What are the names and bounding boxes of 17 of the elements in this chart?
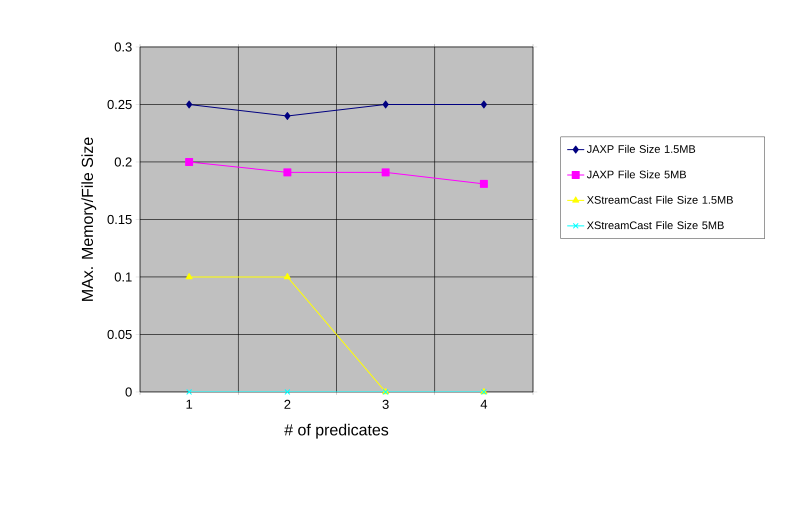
y-axis-title: MAx. Memory/File Size — [81, 138, 96, 301]
x-tick-label: 1 — [186, 400, 192, 409]
legend-label: JAXP File Size 5MB — [586, 170, 686, 178]
y-tick-label: 0.3 — [114, 42, 132, 52]
legend-label: XStreamCast File Size 1.5MB — [586, 196, 733, 204]
y-tick-label: 0.15 — [108, 214, 132, 224]
y-tick-label: 0.1 — [114, 272, 132, 282]
y-tick-label: 0.25 — [108, 100, 132, 110]
legend-label: JAXP File Size 1.5MB — [586, 144, 696, 153]
y-tick-label: 0.2 — [114, 157, 132, 167]
x-axis-title: # of predicates — [284, 424, 388, 439]
x-tick-label: 4 — [480, 400, 488, 409]
x-tick-label: 2 — [284, 400, 290, 409]
x-tick-label: 3 — [382, 400, 389, 409]
legend-label: XStreamCast File Size 5MB — [586, 221, 724, 230]
y-tick-label: 0 — [126, 387, 132, 397]
y-tick-label: 0.05 — [108, 330, 132, 340]
